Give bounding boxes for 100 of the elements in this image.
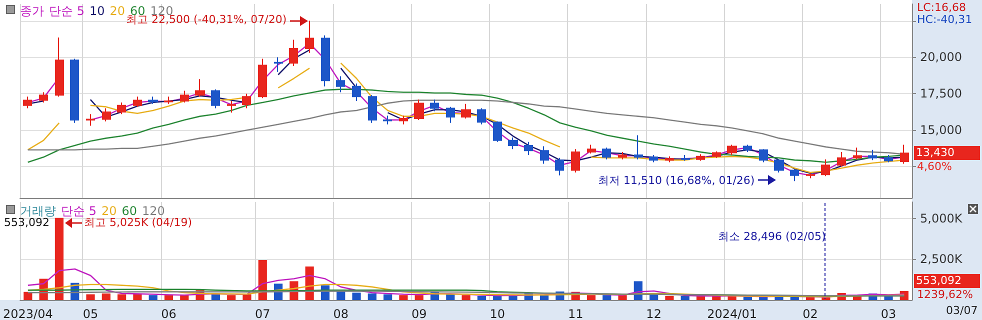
text: 120	[142, 204, 165, 218]
annotation: 최저 11,510 (16,68%, 01/26)	[598, 174, 755, 188]
x-tick-label: 05	[82, 307, 98, 320]
candlestick	[493, 120, 502, 142]
x-tick-label: 2023/04	[2, 307, 53, 320]
x-tick-label: 08	[333, 307, 349, 320]
x-tick-label: 12	[646, 307, 662, 320]
annotation: 최소 28,496 (02/05)	[718, 230, 826, 244]
series-label: 거래량	[20, 204, 56, 218]
candlestick	[86, 114, 95, 126]
annotation: 최고 5,025K (04/19)	[84, 216, 192, 230]
bar	[368, 293, 376, 300]
candlestick	[759, 148, 768, 163]
candlestick	[430, 99, 439, 112]
x-tick-label: 2024/01	[707, 307, 757, 320]
candlestick	[368, 94, 377, 124]
candlestick	[853, 147, 862, 160]
text: 20	[110, 4, 126, 18]
y-tick-label: 15,000	[920, 123, 962, 138]
bar	[54, 218, 64, 300]
candlestick	[837, 152, 846, 168]
text: 13,430	[914, 146, 980, 160]
bar	[414, 295, 424, 300]
annotation: 553,092	[4, 216, 50, 230]
candlestick	[587, 144, 596, 154]
candlestick	[477, 108, 486, 125]
y-tick-label: 20,000	[920, 50, 962, 64]
y-tick-label: 17,500	[920, 86, 962, 101]
candlestick	[649, 154, 658, 163]
text: 10	[89, 4, 105, 18]
bar	[665, 296, 674, 300]
text: 1239,62%	[917, 288, 973, 302]
bar	[102, 293, 110, 300]
candlestick	[321, 34, 330, 87]
candlestick	[133, 96, 142, 108]
candlestick	[508, 136, 518, 150]
x-tick-label: 03	[880, 307, 896, 320]
bar	[164, 295, 174, 300]
bar	[86, 294, 95, 300]
candlestick	[23, 96, 32, 109]
candlestick	[211, 88, 220, 109]
candlestick	[806, 172, 815, 179]
x-tick-label: 11	[568, 307, 584, 320]
candlestick	[618, 152, 627, 160]
bar	[477, 296, 486, 300]
bar	[618, 295, 627, 300]
bar	[118, 294, 126, 300]
bar	[352, 292, 361, 300]
candlestick	[727, 144, 737, 156]
x-tick-label: 07	[254, 307, 270, 320]
candlestick	[571, 148, 580, 173]
bar	[384, 294, 392, 300]
legend-title: 종가	[20, 4, 44, 18]
candlestick	[227, 100, 236, 114]
text: 03/07	[946, 304, 978, 318]
x-tick-label: 02	[802, 307, 818, 320]
candlestick	[383, 115, 392, 125]
candlestick	[242, 93, 251, 109]
x-tick-label: 06	[161, 307, 176, 320]
candlestick	[117, 102, 126, 115]
candlestick	[712, 150, 721, 158]
candlestick	[774, 158, 784, 173]
candlestick	[743, 144, 752, 153]
candlestick	[821, 158, 830, 177]
candlestick	[696, 154, 705, 162]
bar	[227, 295, 236, 300]
bar	[540, 295, 549, 300]
candlestick	[884, 154, 893, 163]
bar	[180, 295, 189, 300]
candlestick	[540, 146, 549, 164]
candlestick	[868, 149, 877, 161]
candlestick	[634, 134, 643, 160]
bar	[462, 295, 470, 300]
candlestick	[336, 76, 345, 93]
text: 단순 5	[61, 204, 96, 218]
candlestick	[414, 99, 424, 120]
bar	[399, 295, 408, 300]
candlestick	[305, 20, 314, 54]
candlestick	[148, 96, 158, 104]
text: 553,092	[914, 274, 980, 288]
text: 60	[122, 204, 138, 218]
candlestick	[900, 144, 909, 164]
candlestick	[39, 92, 48, 103]
candlestick	[352, 82, 361, 102]
candlestick	[524, 141, 533, 156]
candlestick	[790, 169, 799, 182]
bar	[680, 296, 690, 300]
candlestick	[681, 154, 690, 162]
text: 단순 5	[49, 4, 84, 18]
bar	[602, 295, 612, 300]
candlestick	[446, 106, 455, 124]
text: 4,60%	[917, 160, 952, 174]
text: HC:-40,31	[917, 13, 972, 27]
candlestick	[70, 58, 79, 124]
y-tick-label: 2,500K	[920, 252, 964, 266]
candlestick	[164, 96, 173, 104]
bar	[211, 294, 220, 300]
candlestick	[289, 39, 298, 66]
candlestick	[55, 37, 64, 98]
x-tick-label: 09	[411, 307, 427, 320]
